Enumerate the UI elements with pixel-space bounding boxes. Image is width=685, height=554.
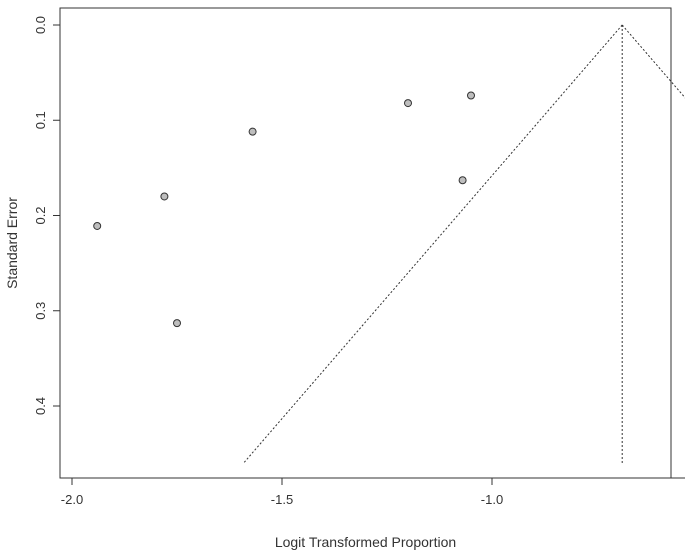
- y-axis-title: Standard Error: [4, 197, 20, 289]
- y-tick-label: 0.2: [33, 206, 48, 224]
- data-point: [93, 221, 102, 230]
- data-point: [467, 91, 475, 100]
- funnel-lines: [243, 24, 685, 464]
- data-point: [248, 127, 257, 136]
- study-points: [93, 91, 475, 328]
- data-point: [173, 319, 181, 328]
- x-axis: -2.0-1.5-1.0-0.50.00.5: [61, 477, 685, 507]
- y-axis: 0.0 0.1 0.2 0.3 0.4: [33, 16, 61, 415]
- x-tick-label: -1.5: [271, 492, 293, 507]
- x-axis-title: Logit Transformed Proportion: [275, 534, 456, 550]
- plot-area-frame: [59, 7, 672, 479]
- x-tick-label: -2.0: [61, 492, 83, 507]
- funnel-left-line: [243, 24, 623, 464]
- y-tick-label: 0.4: [33, 397, 48, 415]
- y-tick-label: 0.1: [33, 111, 48, 129]
- data-point: [458, 176, 467, 185]
- data-point: [404, 99, 412, 108]
- y-tick-label: 0.0: [33, 16, 48, 34]
- y-tick-label: 0.3: [33, 302, 48, 320]
- data-point: [160, 192, 169, 201]
- x-tick-label: -1.0: [481, 492, 503, 507]
- funnel-right-line: [621, 24, 685, 99]
